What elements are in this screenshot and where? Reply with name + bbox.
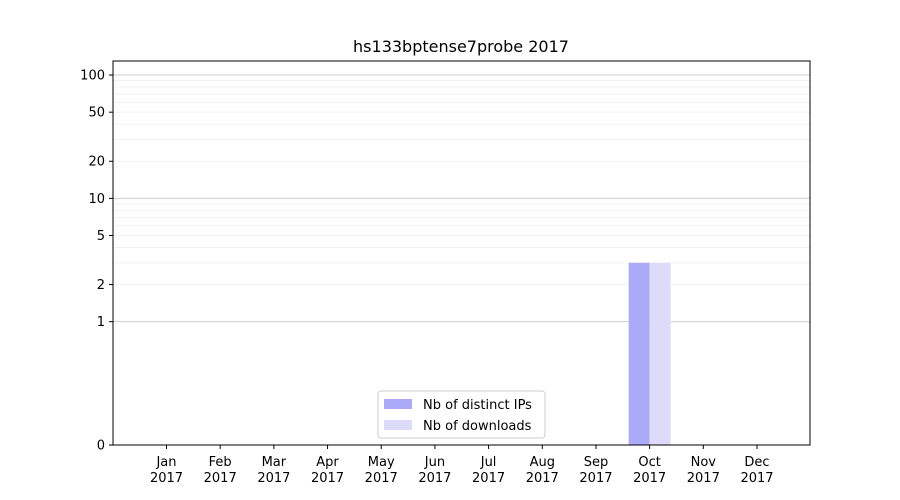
x-tick-year: 2017	[740, 471, 773, 486]
bars	[628, 262, 671, 445]
legend-label: Nb of distinct IPs	[423, 398, 532, 413]
y-tick-label: 20	[88, 155, 105, 170]
x-tick-label: Nov 2017	[687, 455, 720, 486]
x-tick-month: Jun	[424, 455, 445, 470]
x-tick-label: Jul 2017	[472, 455, 505, 486]
x-tick-label: Jan 2017	[150, 455, 183, 486]
x-tick-month: Jul	[480, 455, 497, 470]
y-tick-label: 1	[97, 315, 105, 330]
x-tick-year: 2017	[365, 471, 398, 486]
x-tick-label: Feb 2017	[204, 455, 237, 486]
bar	[649, 262, 671, 445]
x-tick-label: Mar 2017	[257, 455, 290, 486]
x-tick-month: Aug	[530, 455, 555, 470]
x-tick-year: 2017	[526, 471, 559, 486]
x-tick-month: Dec	[744, 455, 769, 470]
bar	[628, 262, 650, 445]
x-tick-year: 2017	[150, 471, 183, 486]
x-tick-label: Sep 2017	[579, 455, 612, 486]
x-tick-year: 2017	[687, 471, 720, 486]
x-tick-label: Oct 2017	[633, 455, 666, 486]
x-tick-month: Mar	[262, 455, 287, 470]
legend-swatch	[384, 399, 412, 409]
y-tick-label: 10	[88, 192, 105, 207]
y-tick-label: 100	[80, 69, 105, 84]
y-tick-label: 5	[97, 229, 105, 244]
y-tick-label: 50	[88, 106, 105, 121]
x-tick-month: Oct	[638, 455, 660, 470]
x-tick-month: Nov	[691, 455, 717, 470]
x-tick-month: May	[368, 455, 395, 470]
x-tick-label: Aug 2017	[526, 455, 559, 486]
x-tick-year: 2017	[311, 471, 344, 486]
x-tick-label: May 2017	[365, 455, 398, 486]
x-tick-year: 2017	[418, 471, 451, 486]
legend: Nb of distinct IPs Nb of downloads	[377, 390, 546, 439]
x-tick-month: Feb	[209, 455, 232, 470]
x-tick-label: Apr 2017	[311, 455, 344, 486]
x-tick-year: 2017	[204, 471, 237, 486]
x-tick-label: Dec 2017	[740, 455, 773, 486]
x-tick-year: 2017	[472, 471, 505, 486]
x-tick-month: Apr	[316, 455, 339, 470]
y-tick-label: 0	[97, 439, 105, 454]
legend-swatch	[384, 420, 412, 430]
chart-title: hs133bptense7probe 2017	[353, 37, 569, 56]
legend-label: Nb of downloads	[423, 419, 532, 434]
x-tick-year: 2017	[579, 471, 612, 486]
x-tick-label: Jun 2017	[418, 455, 451, 486]
plot-area-frame	[112, 60, 811, 446]
legend-box	[377, 390, 546, 439]
x-tick-year: 2017	[257, 471, 290, 486]
y-tick-label: 2	[97, 278, 105, 293]
x-tick-month: Jan	[155, 455, 176, 470]
x-tick-month: Sep	[584, 455, 609, 470]
grid	[113, 74, 810, 323]
x-tick-year: 2017	[633, 471, 666, 486]
